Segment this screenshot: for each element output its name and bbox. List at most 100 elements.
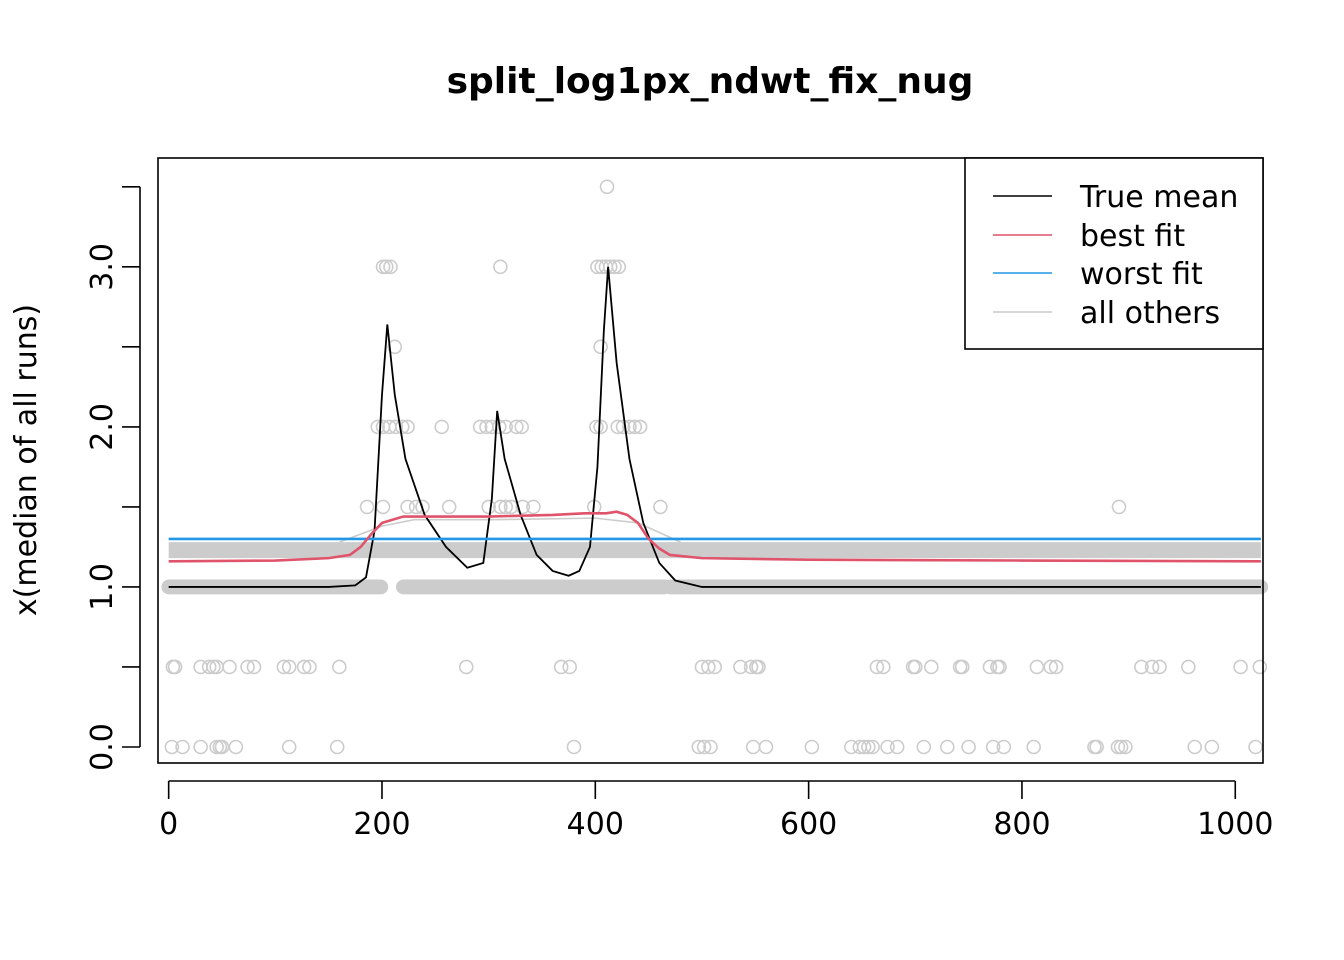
data-point bbox=[246, 659, 262, 675]
data-point bbox=[1187, 739, 1203, 755]
x-axis: 0 200 400 600 800 1000 bbox=[159, 780, 1273, 842]
data-point bbox=[1152, 659, 1167, 675]
data-point bbox=[992, 659, 1007, 675]
data-point bbox=[875, 659, 891, 675]
data-point bbox=[441, 499, 457, 515]
data-point bbox=[593, 419, 608, 435]
series-best-fit-line bbox=[168, 510, 1261, 563]
data-point bbox=[228, 739, 244, 755]
data-point bbox=[627, 419, 643, 435]
x-tick-label: 400 bbox=[567, 807, 624, 842]
data-point bbox=[615, 419, 631, 435]
x-tick-label: 1000 bbox=[1197, 807, 1273, 842]
x-tick-label: 0 bbox=[159, 807, 178, 842]
data-point bbox=[1233, 659, 1248, 675]
data-point bbox=[240, 659, 255, 675]
data-point bbox=[1048, 659, 1064, 675]
data-point bbox=[472, 419, 488, 435]
data-point bbox=[622, 419, 637, 435]
data-point bbox=[1204, 739, 1220, 755]
data-point bbox=[1118, 739, 1133, 755]
data-point bbox=[222, 659, 237, 675]
data-point bbox=[610, 419, 626, 435]
data-point bbox=[193, 739, 208, 755]
data-point bbox=[373, 579, 389, 595]
data-point bbox=[880, 739, 895, 755]
data-point bbox=[209, 659, 224, 675]
data-point bbox=[1043, 659, 1059, 675]
data-point bbox=[1134, 659, 1149, 675]
data-point bbox=[370, 419, 386, 435]
data-point bbox=[415, 499, 430, 515]
data-point bbox=[164, 739, 180, 755]
data-point bbox=[493, 499, 508, 515]
data-point bbox=[201, 659, 217, 675]
data-point bbox=[602, 259, 618, 275]
data-point bbox=[916, 739, 932, 755]
data-point bbox=[1248, 739, 1263, 755]
y-tick-label: 0.0 bbox=[85, 723, 120, 771]
data-point bbox=[869, 659, 885, 675]
y-tick-label: 1.0 bbox=[85, 563, 120, 611]
data-point bbox=[509, 419, 524, 435]
data-point bbox=[701, 659, 716, 675]
data-point bbox=[703, 739, 718, 755]
data-point bbox=[296, 659, 312, 675]
data-point bbox=[498, 499, 514, 515]
data-point bbox=[562, 659, 578, 675]
data-point bbox=[175, 739, 190, 755]
data-point bbox=[861, 739, 876, 755]
data-point bbox=[526, 499, 541, 515]
data-point bbox=[599, 179, 615, 195]
data-point bbox=[1089, 739, 1104, 755]
legend: True mean best fit worst fit all others bbox=[964, 157, 1264, 350]
data-point bbox=[378, 259, 394, 275]
data-point bbox=[961, 739, 976, 755]
data-point bbox=[1252, 659, 1268, 675]
data-point bbox=[751, 659, 766, 675]
data-point bbox=[281, 659, 297, 675]
data-point bbox=[400, 499, 415, 515]
data-point bbox=[1111, 499, 1127, 515]
data-point bbox=[691, 739, 707, 755]
chart-title: split_log1px_ndwt_fix_nug bbox=[447, 61, 974, 102]
data-point bbox=[458, 659, 474, 675]
data-point bbox=[434, 419, 450, 435]
data-point bbox=[707, 659, 723, 675]
y-axis-label: x(median of all runs) bbox=[9, 304, 44, 616]
data-point bbox=[484, 419, 500, 435]
data-point bbox=[375, 259, 391, 275]
x-tick-label: 800 bbox=[993, 807, 1050, 842]
data-point bbox=[481, 499, 496, 515]
data-point bbox=[745, 739, 761, 755]
data-point bbox=[167, 659, 183, 675]
data-point bbox=[276, 659, 292, 675]
data-point bbox=[743, 659, 759, 675]
data-point bbox=[515, 499, 531, 515]
data-point bbox=[514, 419, 530, 435]
legend-label-all-others: all others bbox=[1080, 296, 1220, 331]
y-tick-label: 2.0 bbox=[85, 403, 120, 451]
data-point bbox=[375, 499, 391, 515]
data-point bbox=[493, 259, 508, 275]
data-point bbox=[611, 259, 627, 275]
data-point bbox=[982, 659, 998, 675]
data-point bbox=[400, 419, 415, 435]
data-point bbox=[804, 739, 820, 755]
data-point bbox=[329, 739, 345, 755]
data-point bbox=[394, 419, 410, 435]
y-axis: 0.0 1.0 2.0 3.0 bbox=[85, 186, 141, 771]
data-point bbox=[387, 339, 403, 355]
series-all-others-band bbox=[168, 542, 1261, 559]
data-point bbox=[214, 739, 230, 755]
data-point bbox=[865, 739, 880, 755]
data-point bbox=[696, 739, 712, 755]
data-point bbox=[996, 739, 1012, 755]
data-point bbox=[889, 739, 905, 755]
data-point bbox=[632, 419, 648, 435]
data-point bbox=[553, 659, 569, 675]
data-point bbox=[923, 659, 939, 675]
x-tick-label: 200 bbox=[353, 807, 410, 842]
data-point bbox=[1026, 739, 1041, 755]
